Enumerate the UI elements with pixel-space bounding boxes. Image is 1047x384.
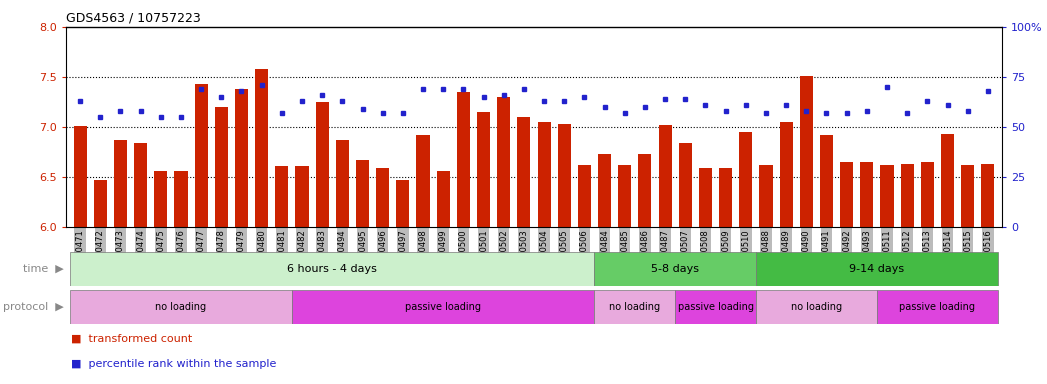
Bar [134,143,148,227]
Bar [70,290,292,324]
Bar [315,102,329,227]
Bar [255,69,268,227]
Bar [70,252,595,286]
Bar [376,168,389,227]
Bar [558,124,571,227]
Text: passive loading: passive loading [899,302,976,312]
Text: no loading: no loading [790,302,842,312]
Bar [659,125,671,227]
Bar [756,252,998,286]
Bar [759,165,773,227]
Bar [941,134,954,227]
Text: no loading: no loading [609,302,661,312]
Text: passive loading: passive loading [677,302,754,312]
Bar [336,140,349,227]
Bar [618,165,631,227]
Bar [417,135,429,227]
Bar [154,170,168,227]
Bar [595,252,756,286]
Bar [73,126,87,227]
Text: ■  percentile rank within the sample: ■ percentile rank within the sample [71,359,276,369]
Text: passive loading: passive loading [405,302,482,312]
Bar [578,165,591,227]
Bar [675,290,756,324]
Bar [595,290,675,324]
Text: GDS4563 / 10757223: GDS4563 / 10757223 [66,12,201,25]
Bar [215,107,228,227]
Text: time  ▶: time ▶ [23,264,64,274]
Bar [356,160,369,227]
Bar [881,165,893,227]
Bar [114,140,127,227]
Bar [900,164,914,227]
Bar [295,166,309,227]
Bar [93,180,107,227]
Bar [780,122,793,227]
Bar [517,117,531,227]
Bar [678,143,692,227]
Bar [477,112,490,227]
Bar [292,290,595,324]
Text: no loading: no loading [155,302,206,312]
Text: 9-14 days: 9-14 days [849,264,905,274]
Bar [920,162,934,227]
Bar [456,92,470,227]
Bar [235,89,248,227]
Bar [719,168,732,227]
Text: ■  transformed count: ■ transformed count [71,334,193,344]
Bar [961,165,975,227]
Bar [877,290,998,324]
Bar [840,162,853,227]
Bar [275,166,288,227]
Bar [800,76,812,227]
Bar [497,97,510,227]
Bar [397,180,409,227]
Text: protocol  ▶: protocol ▶ [3,302,64,312]
Bar [861,162,873,227]
Bar [437,170,450,227]
Bar [981,164,995,227]
Text: 6 hours - 4 days: 6 hours - 4 days [287,264,377,274]
Bar [537,122,551,227]
Bar [739,132,753,227]
Bar [195,84,207,227]
Bar [639,154,651,227]
Bar [175,170,187,227]
Text: 5-8 days: 5-8 days [651,264,699,274]
Bar [699,168,712,227]
Bar [598,154,611,227]
Bar [820,135,833,227]
Bar [756,290,877,324]
